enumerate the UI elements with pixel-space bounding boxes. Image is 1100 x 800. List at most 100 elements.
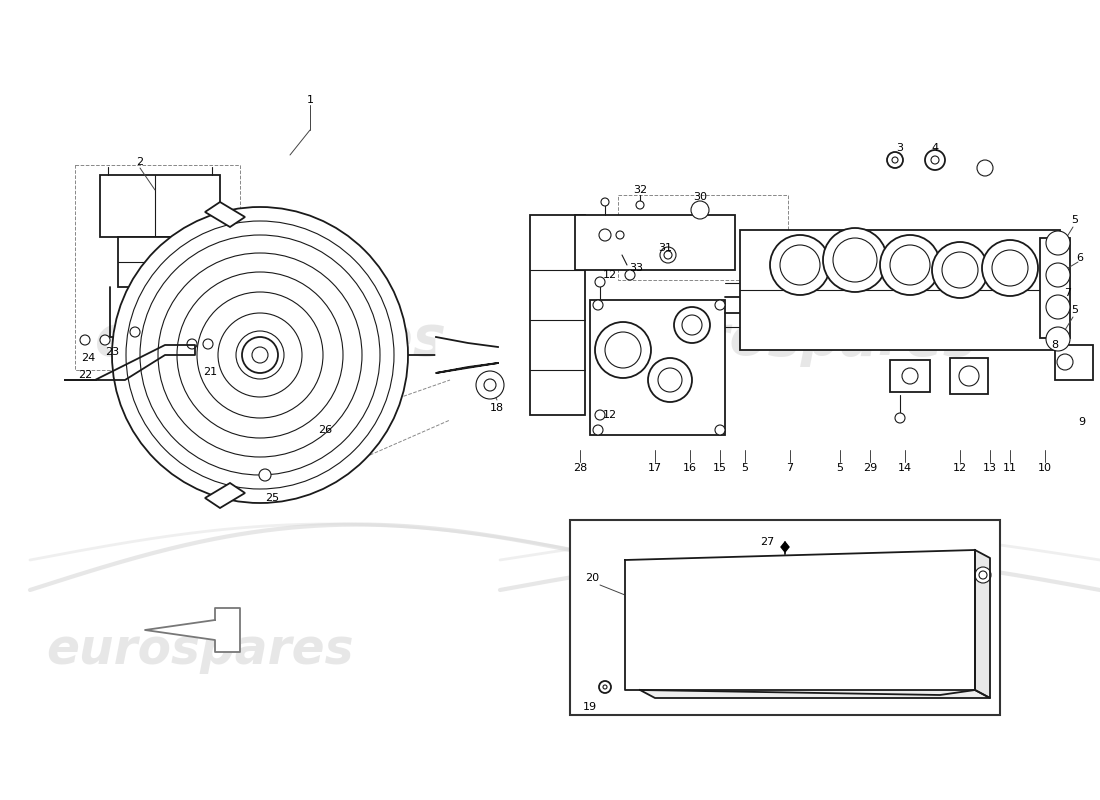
Text: 19: 19	[583, 702, 597, 712]
Circle shape	[932, 242, 988, 298]
Polygon shape	[205, 202, 245, 227]
Circle shape	[605, 332, 641, 368]
Bar	[590, 300, 725, 435]
Circle shape	[187, 339, 197, 349]
Text: 14: 14	[898, 463, 912, 473]
Text: 3: 3	[896, 143, 903, 153]
Circle shape	[664, 251, 672, 259]
Text: 12: 12	[603, 410, 617, 420]
Circle shape	[833, 238, 877, 282]
Text: 25: 25	[265, 493, 279, 503]
Bar	[950, 358, 988, 394]
Circle shape	[887, 152, 903, 168]
Polygon shape	[640, 690, 990, 698]
Circle shape	[975, 567, 991, 583]
Text: 5: 5	[1071, 305, 1078, 315]
Text: 8: 8	[1052, 340, 1058, 350]
Text: 22: 22	[78, 370, 92, 380]
Circle shape	[600, 681, 610, 693]
Circle shape	[977, 160, 993, 176]
Circle shape	[595, 277, 605, 287]
Circle shape	[140, 235, 379, 475]
Circle shape	[691, 201, 710, 219]
Circle shape	[100, 335, 110, 345]
Circle shape	[823, 228, 887, 292]
Circle shape	[925, 150, 945, 170]
Bar	[1055, 345, 1093, 380]
Circle shape	[158, 253, 362, 457]
Circle shape	[601, 198, 609, 206]
Circle shape	[595, 322, 651, 378]
Circle shape	[1046, 327, 1070, 351]
Circle shape	[770, 235, 830, 295]
Circle shape	[595, 410, 605, 420]
Text: 20: 20	[585, 573, 600, 583]
Circle shape	[890, 245, 930, 285]
Bar	[575, 215, 735, 270]
Polygon shape	[65, 345, 195, 380]
Polygon shape	[625, 550, 975, 695]
Circle shape	[197, 292, 323, 418]
Circle shape	[892, 157, 898, 163]
Text: 23: 23	[104, 347, 119, 357]
Text: 15: 15	[713, 463, 727, 473]
Text: 18: 18	[490, 403, 504, 413]
Text: 5: 5	[836, 463, 844, 473]
Bar	[740, 230, 1060, 350]
Polygon shape	[145, 608, 240, 652]
Circle shape	[218, 313, 302, 397]
Text: 33: 33	[629, 263, 644, 273]
Circle shape	[204, 339, 213, 349]
Text: 16: 16	[683, 463, 697, 473]
Text: eurospares: eurospares	[95, 313, 446, 367]
Circle shape	[130, 327, 140, 337]
Circle shape	[636, 201, 644, 209]
Text: 32: 32	[632, 185, 647, 195]
Circle shape	[252, 347, 268, 363]
Bar	[185, 335, 214, 353]
Text: 1: 1	[307, 95, 314, 105]
Text: 17: 17	[648, 463, 662, 473]
Circle shape	[979, 571, 987, 579]
Polygon shape	[781, 542, 789, 552]
Text: 30: 30	[693, 192, 707, 202]
Circle shape	[484, 379, 496, 391]
Text: 5: 5	[1071, 215, 1078, 225]
Polygon shape	[975, 550, 990, 698]
Bar	[530, 215, 585, 415]
Text: 7: 7	[1065, 288, 1071, 298]
Circle shape	[1046, 295, 1070, 319]
Polygon shape	[205, 483, 245, 508]
Circle shape	[895, 413, 905, 423]
Circle shape	[258, 469, 271, 481]
Bar	[118, 237, 200, 287]
Circle shape	[715, 300, 725, 310]
Text: 4: 4	[932, 143, 938, 153]
Circle shape	[880, 235, 940, 295]
Text: eurospares: eurospares	[625, 313, 976, 367]
Circle shape	[242, 337, 278, 373]
Circle shape	[80, 335, 90, 345]
Text: 26: 26	[318, 425, 332, 435]
Text: 13: 13	[983, 463, 997, 473]
Circle shape	[177, 272, 343, 438]
Circle shape	[902, 368, 918, 384]
Text: 10: 10	[1038, 463, 1052, 473]
Text: 5: 5	[741, 463, 748, 473]
Circle shape	[931, 156, 939, 164]
Text: 6: 6	[1077, 253, 1084, 263]
Bar	[75, 165, 240, 370]
Text: eurospares: eurospares	[653, 599, 916, 641]
Circle shape	[112, 207, 408, 503]
Bar	[200, 242, 218, 256]
Bar	[618, 195, 788, 280]
Circle shape	[250, 345, 270, 365]
Circle shape	[593, 425, 603, 435]
Text: 7: 7	[786, 463, 793, 473]
Text: 21: 21	[202, 367, 217, 377]
Circle shape	[660, 247, 676, 263]
Text: 24: 24	[81, 353, 95, 363]
Circle shape	[959, 366, 979, 386]
Circle shape	[982, 240, 1038, 296]
Bar	[890, 360, 930, 392]
